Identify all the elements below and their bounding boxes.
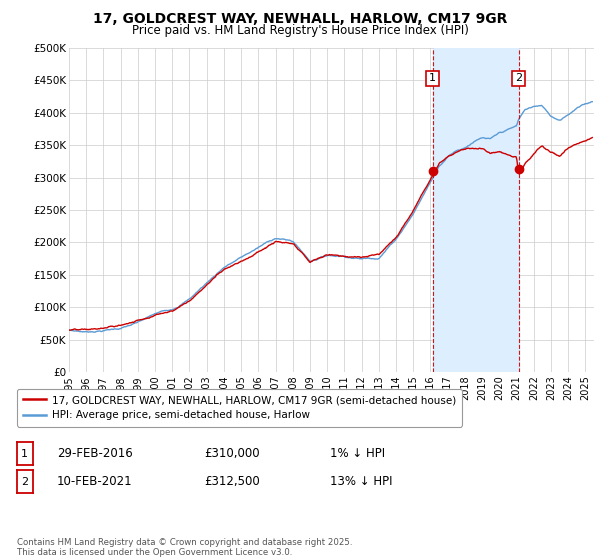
Text: 1: 1: [429, 73, 436, 83]
Legend: 17, GOLDCREST WAY, NEWHALL, HARLOW, CM17 9GR (semi-detached house), HPI: Average: 17, GOLDCREST WAY, NEWHALL, HARLOW, CM17…: [17, 389, 462, 427]
Text: 13% ↓ HPI: 13% ↓ HPI: [330, 475, 392, 488]
Text: 17, GOLDCREST WAY, NEWHALL, HARLOW, CM17 9GR: 17, GOLDCREST WAY, NEWHALL, HARLOW, CM17…: [93, 12, 507, 26]
Text: 29-FEB-2016: 29-FEB-2016: [57, 447, 133, 460]
Text: Price paid vs. HM Land Registry's House Price Index (HPI): Price paid vs. HM Land Registry's House …: [131, 24, 469, 36]
Text: £312,500: £312,500: [204, 475, 260, 488]
Text: 1% ↓ HPI: 1% ↓ HPI: [330, 447, 385, 460]
Text: 2: 2: [515, 73, 522, 83]
Text: 10-FEB-2021: 10-FEB-2021: [57, 475, 133, 488]
Text: 2: 2: [21, 477, 28, 487]
Text: Contains HM Land Registry data © Crown copyright and database right 2025.
This d: Contains HM Land Registry data © Crown c…: [17, 538, 352, 557]
Text: £310,000: £310,000: [204, 447, 260, 460]
Text: 1: 1: [21, 449, 28, 459]
Bar: [433, 48, 518, 372]
